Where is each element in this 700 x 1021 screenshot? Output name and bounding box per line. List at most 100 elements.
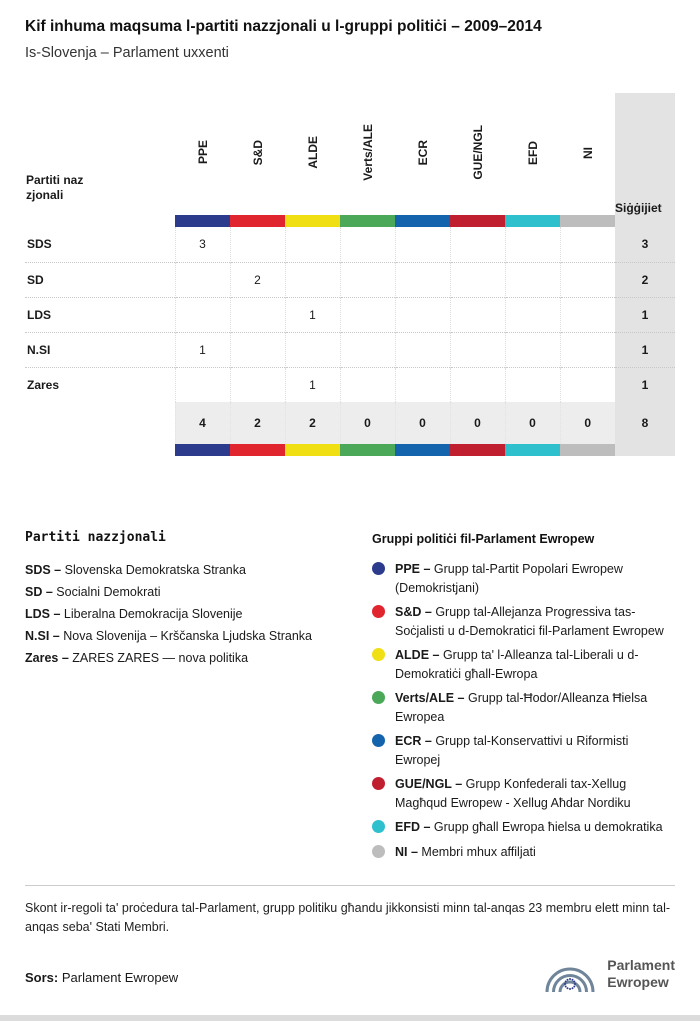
group-description: NI – Membri mhux affiljati <box>395 843 536 862</box>
group-color-bar <box>395 444 450 456</box>
total-value: 0 <box>559 402 615 444</box>
cell-value: 1 <box>174 331 230 367</box>
total-value: 0 <box>339 402 395 444</box>
group-color-dot <box>372 648 385 661</box>
cell-value <box>394 261 450 297</box>
cell-value <box>229 227 285 262</box>
group-code-label: Verts/ALE <box>360 124 375 181</box>
group-desc-text: Grupp Konfederali tax-Xellug Magħqud Ewr… <box>395 777 631 810</box>
group-desc-text: Grupp tal-Konservattivi u Riformisti Ewr… <box>395 734 629 767</box>
group-color-dot <box>372 605 385 618</box>
group-abbr: NI – <box>395 844 418 859</box>
cell-value <box>174 366 230 402</box>
cell-value <box>339 366 395 402</box>
totals-row: 4 2 2 0 0 0 0 0 8 <box>25 402 675 444</box>
group-description: Verts/ALE – Grupp tal-Ħodor/Alleanza Ħie… <box>395 689 675 726</box>
cell-value <box>504 331 560 367</box>
table-row: SD 2 2 <box>25 261 675 297</box>
group-desc-text: Grupp tal-Allejanza Progressiva tas-Soċj… <box>395 605 664 638</box>
cell-value <box>559 366 615 402</box>
group-color-dot <box>372 844 385 858</box>
cell-value <box>174 261 230 297</box>
group-desc-text: Grupp ta' l-Alleanza tal-Liberali u d-De… <box>395 648 639 681</box>
group-column-header: NI <box>560 93 615 215</box>
cell-value <box>339 296 395 332</box>
group-desc-text: Membri mhux affiljati <box>421 844 536 859</box>
group-color-dot <box>372 691 385 704</box>
list-item: ALDE – Grupp ta' l-Alleanza tal-Liberali… <box>372 646 675 683</box>
logo-line-1: Parlament <box>607 957 675 973</box>
group-color-dot <box>372 820 385 833</box>
total-value: 2 <box>284 402 340 444</box>
group-color-bar <box>340 215 395 227</box>
party-name: LDS <box>25 296 175 332</box>
spacer-cell <box>25 402 175 444</box>
group-desc-text: Grupp għall Ewropa ħielsa u demokratika <box>433 820 663 834</box>
table-row: SDS 3 3 <box>25 227 675 262</box>
group-code-label: NI <box>580 146 595 159</box>
seats-value: 3 <box>615 227 675 262</box>
table-header-row: Partiti nazzjonali PPE S&D ALDE Verts/AL… <box>25 93 675 215</box>
cell-value <box>229 331 285 367</box>
list-item: Verts/ALE – Grupp tal-Ħodor/Alleanza Ħie… <box>372 689 675 726</box>
group-color-bar <box>505 444 560 456</box>
legend-groups: Gruppi politiċi fil-Parlament Ewropew PP… <box>372 530 675 867</box>
cell-value: 1 <box>284 366 340 402</box>
cell-value <box>504 296 560 332</box>
seats-value: 1 <box>615 331 675 367</box>
group-column-header: GUE/NGL <box>450 93 505 215</box>
legend-parties-title: Partiti nazzjonali <box>25 530 166 545</box>
cell-value <box>339 227 395 262</box>
spacer-cell <box>25 215 175 227</box>
group-color-dot <box>372 777 385 790</box>
logo-line-2: Ewropew <box>607 974 669 990</box>
group-description: ALDE – Grupp ta' l-Alleanza tal-Liberali… <box>395 646 675 683</box>
group-desc-text: Grupp tal-Partit Popolari Ewropew (Demok… <box>395 562 623 595</box>
logo-text: Parlament Ewropew <box>607 957 675 991</box>
seats-column-header: Siġġijiet <box>615 93 675 215</box>
group-code-label: PPE <box>195 140 210 165</box>
group-code-label: ALDE <box>305 136 320 169</box>
total-value: 4 <box>174 402 230 444</box>
group-description: PPE – Grupp tal-Partit Popolari Ewropew … <box>395 560 675 597</box>
cell-value <box>504 366 560 402</box>
cell-value <box>284 331 340 367</box>
total-value: 2 <box>229 402 285 444</box>
legend-groups-title: Gruppi politiċi fil-Parlament Ewropew <box>372 532 595 546</box>
list-item: PPE – Grupp tal-Partit Popolari Ewropew … <box>372 560 675 597</box>
group-column-header: PPE <box>175 93 230 215</box>
group-desc-text: Grupp tal-Ħodor/Alleanza Ħielsa Ewropea <box>395 691 648 724</box>
party-abbr: SDS – <box>25 563 62 577</box>
party-full-name: Slovenska Demokratska Stranka <box>64 563 246 577</box>
group-abbr: ECR – <box>395 734 432 748</box>
table-row: Zares 1 1 <box>25 366 675 402</box>
group-column-header: ALDE <box>285 93 340 215</box>
cell-value <box>449 227 505 262</box>
group-code-label: S&D <box>250 139 265 166</box>
source-value: Parlament Ewropew <box>61 970 179 985</box>
cell-value <box>504 227 560 262</box>
total-value: 0 <box>449 402 505 444</box>
cell-value <box>284 227 340 262</box>
group-color-bar <box>395 215 450 227</box>
cell-value <box>449 296 505 332</box>
group-color-bar <box>340 444 395 456</box>
cell-value <box>394 331 450 367</box>
group-description: ECR – Grupp tal-Konservattivi u Riformis… <box>395 732 675 769</box>
list-item: Zares – ZARES ZARES — nova politika <box>25 647 372 669</box>
group-color-bar <box>230 444 285 456</box>
total-value: 0 <box>504 402 560 444</box>
group-abbr: PPE – <box>395 562 431 576</box>
cell-value <box>559 296 615 332</box>
list-item: EFD – Grupp għall Ewropa ħielsa u demokr… <box>372 818 675 837</box>
group-color-bar <box>285 444 340 456</box>
cell-value: 2 <box>229 261 285 297</box>
group-description: S&D – Grupp tal-Allejanza Progressiva ta… <box>395 603 675 640</box>
group-column-header: S&D <box>230 93 285 215</box>
seats-column-cell <box>615 215 675 227</box>
source-line: Sors: Parlament Ewropew <box>25 970 178 995</box>
list-item: SD – Socialni Demokrati <box>25 581 372 603</box>
group-color-bar <box>560 444 615 456</box>
group-color-bar <box>450 215 505 227</box>
